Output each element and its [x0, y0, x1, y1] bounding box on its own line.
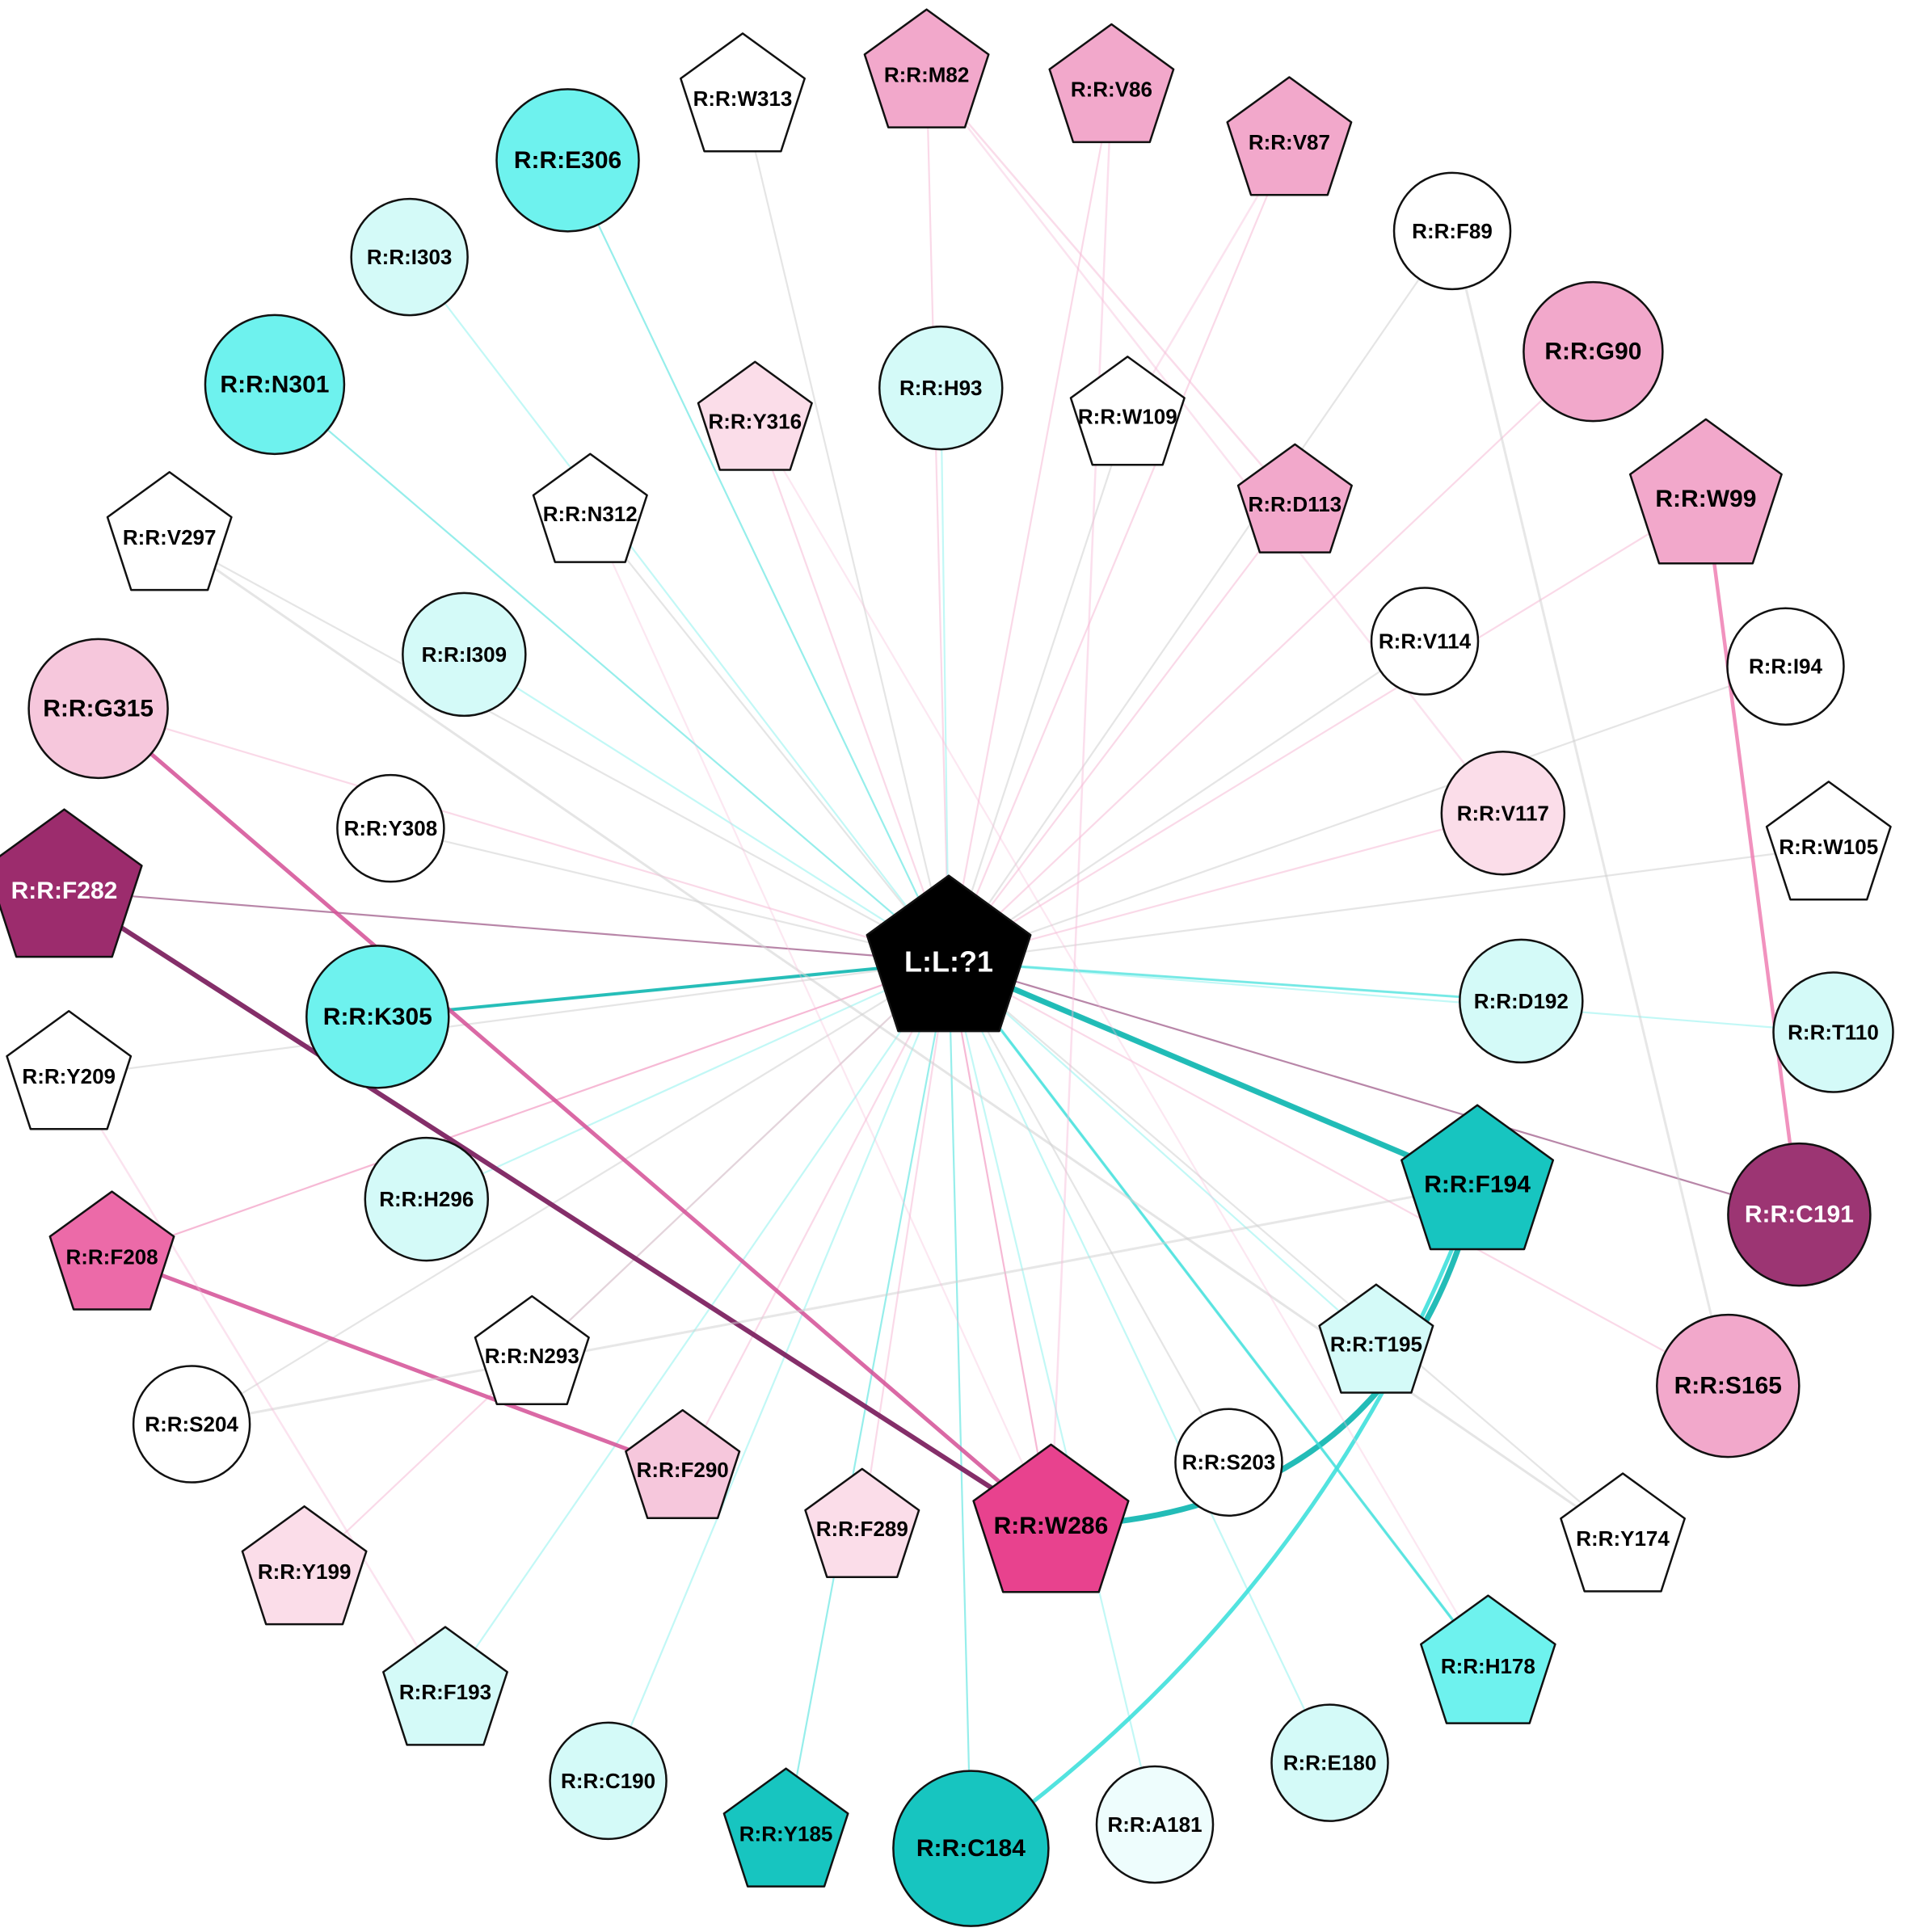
svg-text:R:R:G90: R:R:G90	[1544, 339, 1641, 365]
svg-text:R:R:N312: R:R:N312	[543, 502, 638, 526]
svg-text:R:R:S165: R:R:S165	[1674, 1373, 1782, 1400]
svg-text:R:R:K305: R:R:K305	[323, 1004, 432, 1030]
svg-text:R:R:M82: R:R:M82	[884, 62, 969, 86]
svg-text:R:R:S203: R:R:S203	[1182, 1450, 1276, 1475]
svg-text:R:R:V114: R:R:V114	[1379, 629, 1472, 654]
svg-text:R:R:Y316: R:R:Y316	[708, 410, 802, 434]
svg-text:R:R:F89: R:R:F89	[1412, 219, 1493, 243]
svg-text:R:R:W109: R:R:W109	[1078, 404, 1177, 428]
svg-text:R:R:N301: R:R:N301	[220, 371, 329, 398]
svg-text:R:R:I303: R:R:I303	[367, 245, 452, 269]
svg-text:R:R:W99: R:R:W99	[1655, 486, 1756, 512]
svg-text:R:R:F193: R:R:F193	[399, 1680, 491, 1704]
svg-text:R:R:N293: R:R:N293	[485, 1344, 579, 1368]
svg-text:R:R:Y199: R:R:Y199	[258, 1559, 352, 1584]
svg-text:R:R:V297: R:R:V297	[123, 525, 217, 549]
svg-text:R:R:F282: R:R:F282	[11, 878, 118, 904]
svg-text:R:R:Y174: R:R:Y174	[1576, 1526, 1670, 1551]
svg-text:R:R:V87: R:R:V87	[1249, 130, 1330, 154]
svg-text:R:R:V117: R:R:V117	[1457, 801, 1549, 825]
svg-text:R:R:W105: R:R:W105	[1779, 835, 1878, 859]
svg-text:R:R:C191: R:R:C191	[1745, 1202, 1854, 1228]
svg-text:R:R:I94: R:R:I94	[1749, 655, 1823, 679]
svg-text:R:R:E180: R:R:E180	[1283, 1751, 1377, 1775]
svg-text:R:R:H296: R:R:H296	[379, 1187, 474, 1211]
svg-text:R:R:W286: R:R:W286	[994, 1513, 1109, 1539]
svg-text:R:R:H93: R:R:H93	[899, 376, 983, 400]
svg-text:R:R:C190: R:R:C190	[561, 1769, 655, 1793]
svg-text:R:R:D113: R:R:D113	[1249, 492, 1342, 516]
svg-text:R:R:E306: R:R:E306	[514, 147, 621, 174]
svg-text:R:R:T110: R:R:T110	[1788, 1020, 1879, 1044]
svg-text:R:R:Y209: R:R:Y209	[22, 1064, 116, 1088]
svg-text:R:R:T195: R:R:T195	[1330, 1332, 1422, 1357]
svg-text:R:R:S204: R:R:S204	[145, 1412, 238, 1437]
svg-text:R:R:I309: R:R:I309	[422, 642, 507, 667]
svg-text:R:R:G315: R:R:G315	[43, 695, 154, 722]
svg-text:R:R:W313: R:R:W313	[693, 86, 793, 111]
svg-text:R:R:D192: R:R:D192	[1474, 989, 1569, 1013]
svg-text:R:R:F289: R:R:F289	[816, 1517, 908, 1541]
svg-text:R:R:C184: R:R:C184	[916, 1835, 1026, 1862]
svg-text:R:R:F194: R:R:F194	[1424, 1172, 1531, 1198]
svg-text:R:R:A181: R:R:A181	[1108, 1812, 1203, 1837]
svg-text:R:R:Y308: R:R:Y308	[344, 816, 438, 840]
svg-text:R:R:F208: R:R:F208	[65, 1244, 158, 1269]
svg-text:R:R:V86: R:R:V86	[1071, 78, 1152, 102]
svg-text:R:R:F290: R:R:F290	[637, 1458, 729, 1482]
svg-text:R:R:Y185: R:R:Y185	[739, 1821, 833, 1846]
svg-text:R:R:H178: R:R:H178	[1441, 1654, 1535, 1678]
svg-text:L:L:?1: L:L:?1	[904, 945, 993, 979]
